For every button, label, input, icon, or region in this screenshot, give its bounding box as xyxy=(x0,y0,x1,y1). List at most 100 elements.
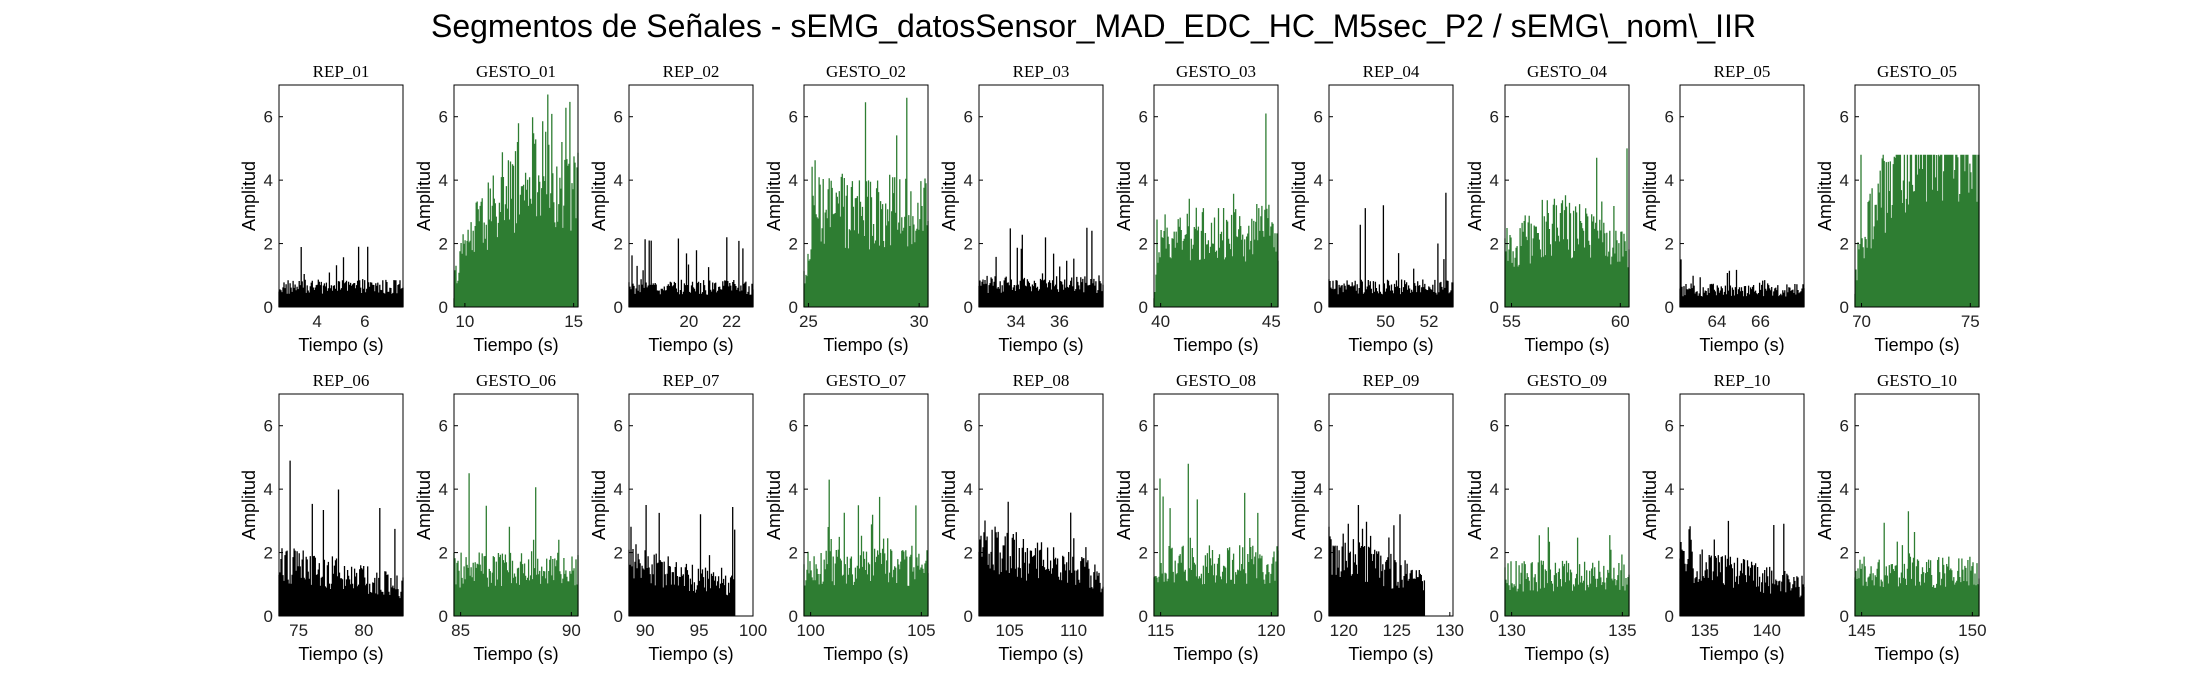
figure-title: Segmentos de Señales - sEMG_datosSensor_… xyxy=(430,8,1757,44)
x-axis-label: Tiempo (s) xyxy=(1874,335,1959,355)
y-axis-label: Amplitud xyxy=(939,470,959,540)
subplot-title: REP_05 xyxy=(1714,62,1771,81)
subplot-title: GESTO_01 xyxy=(476,62,556,81)
x-tick-label: 6 xyxy=(360,312,369,331)
y-axis-label: Amplitud xyxy=(1815,470,1835,540)
y-tick-label: 2 xyxy=(1314,235,1323,254)
x-axis-label: Tiempo (s) xyxy=(473,644,558,664)
y-axis-label: Amplitud xyxy=(764,161,784,231)
y-tick-label: 6 xyxy=(964,417,973,436)
x-tick-label: 50 xyxy=(1376,312,1395,331)
y-tick-label: 4 xyxy=(1665,480,1674,499)
x-tick-label: 125 xyxy=(1383,621,1411,640)
axes-frame xyxy=(1679,393,1805,617)
axes-frame xyxy=(628,84,754,308)
axes-frame xyxy=(453,393,579,617)
y-axis-label: Amplitud xyxy=(1640,161,1660,231)
x-axis-label: Tiempo (s) xyxy=(648,644,733,664)
y-tick-label: 2 xyxy=(1840,544,1849,563)
y-tick-label: 4 xyxy=(1840,171,1849,190)
y-tick-label: 0 xyxy=(1490,607,1499,626)
y-tick-label: 6 xyxy=(264,417,273,436)
y-axis-label: Amplitud xyxy=(1114,161,1134,231)
x-tick-label: 135 xyxy=(1608,621,1636,640)
subplot-title: REP_09 xyxy=(1363,371,1420,390)
y-tick-label: 2 xyxy=(1665,235,1674,254)
x-tick-label: 85 xyxy=(451,621,470,640)
y-tick-label: 4 xyxy=(264,480,273,499)
axes-frame xyxy=(1153,393,1279,617)
x-tick-label: 150 xyxy=(1958,621,1986,640)
subplot-rep-07: 0 2 4 6 90 95 100 REP_07 Tiempo (s) Amplitud xyxy=(589,371,767,664)
y-axis-label: Amplitud xyxy=(239,161,259,231)
axes-frame xyxy=(978,84,1104,308)
subplot-title: GESTO_02 xyxy=(826,62,906,81)
y-tick-label: 4 xyxy=(1490,480,1499,499)
y-tick-label: 6 xyxy=(614,108,623,127)
subplot-title: GESTO_08 xyxy=(1176,371,1256,390)
axes-frame xyxy=(978,393,1104,617)
y-axis-label: Amplitud xyxy=(589,161,609,231)
y-tick-label: 6 xyxy=(439,417,448,436)
x-axis-label: Tiempo (s) xyxy=(998,335,1083,355)
x-tick-label: 22 xyxy=(722,312,741,331)
axes-frame xyxy=(1854,84,1980,308)
x-tick-label: 34 xyxy=(1007,312,1026,331)
x-tick-label: 4 xyxy=(312,312,321,331)
x-axis-label: Tiempo (s) xyxy=(298,644,383,664)
y-tick-label: 4 xyxy=(439,171,448,190)
subplot-title: GESTO_03 xyxy=(1176,62,1256,81)
y-axis-label: Amplitud xyxy=(764,470,784,540)
y-tick-label: 0 xyxy=(614,298,623,317)
subplot-gesto-04: 0 2 4 6 55 60 GESTO_04 Tiempo (s) Amplitud xyxy=(1465,62,1630,355)
y-axis-label: Amplitud xyxy=(414,470,434,540)
y-tick-label: 2 xyxy=(439,235,448,254)
x-axis-label: Tiempo (s) xyxy=(1348,644,1433,664)
y-tick-label: 2 xyxy=(964,235,973,254)
x-axis-label: Tiempo (s) xyxy=(1173,335,1258,355)
x-tick-label: 100 xyxy=(739,621,767,640)
x-tick-label: 25 xyxy=(799,312,818,331)
subplot-gesto-06: 0 2 4 6 85 90 GESTO_06 Tiempo (s) Amplitud xyxy=(414,371,581,664)
x-tick-label: 145 xyxy=(1847,621,1875,640)
x-tick-label: 115 xyxy=(1147,621,1174,640)
y-tick-label: 2 xyxy=(964,544,973,563)
subplot-rep-06: 0 2 4 6 75 80 REP_06 Tiempo (s) Amplitud xyxy=(239,371,404,664)
subplot-title: GESTO_06 xyxy=(476,371,556,390)
y-tick-label: 6 xyxy=(1490,417,1499,436)
axes-frame xyxy=(1504,84,1630,308)
subplot-rep-05: 0 2 4 6 64 66 REP_05 Tiempo (s) Amplitud xyxy=(1640,62,1805,355)
y-tick-label: 4 xyxy=(439,480,448,499)
x-tick-label: 110 xyxy=(1060,621,1087,640)
y-axis-label: Amplitud xyxy=(1114,470,1134,540)
axes-frame xyxy=(803,84,929,308)
x-tick-label: 90 xyxy=(636,621,655,640)
subplot-gesto-01: 0 2 4 6 10 15 GESTO_01 Tiempo (s) Amplitud xyxy=(414,62,583,355)
y-tick-label: 6 xyxy=(789,108,798,127)
y-tick-label: 0 xyxy=(264,607,273,626)
x-axis-label: Tiempo (s) xyxy=(298,335,383,355)
y-tick-label: 6 xyxy=(1840,108,1849,127)
y-tick-label: 0 xyxy=(1840,607,1849,626)
x-tick-label: 130 xyxy=(1497,621,1525,640)
y-tick-label: 0 xyxy=(1314,607,1323,626)
y-tick-label: 0 xyxy=(1314,298,1323,317)
x-tick-label: 130 xyxy=(1436,621,1464,640)
x-axis-label: Tiempo (s) xyxy=(1874,644,1959,664)
y-tick-label: 0 xyxy=(439,298,448,317)
x-tick-label: 80 xyxy=(354,621,373,640)
y-tick-label: 0 xyxy=(1840,298,1849,317)
y-tick-label: 6 xyxy=(1840,417,1849,436)
y-tick-label: 4 xyxy=(1314,171,1323,190)
y-tick-label: 0 xyxy=(1490,298,1499,317)
y-tick-label: 2 xyxy=(789,544,798,563)
plot-area xyxy=(1680,85,1804,307)
y-tick-label: 2 xyxy=(1139,235,1148,254)
subplot-rep-01: 0 2 4 6 4 6 REP_01 Tiempo (s) Amplitud xyxy=(239,62,404,355)
y-tick-label: 2 xyxy=(1314,544,1323,563)
y-axis-label: Amplitud xyxy=(1465,161,1485,231)
subplot-title: REP_10 xyxy=(1714,371,1771,390)
y-tick-label: 0 xyxy=(1665,607,1674,626)
y-tick-label: 6 xyxy=(1314,108,1323,127)
